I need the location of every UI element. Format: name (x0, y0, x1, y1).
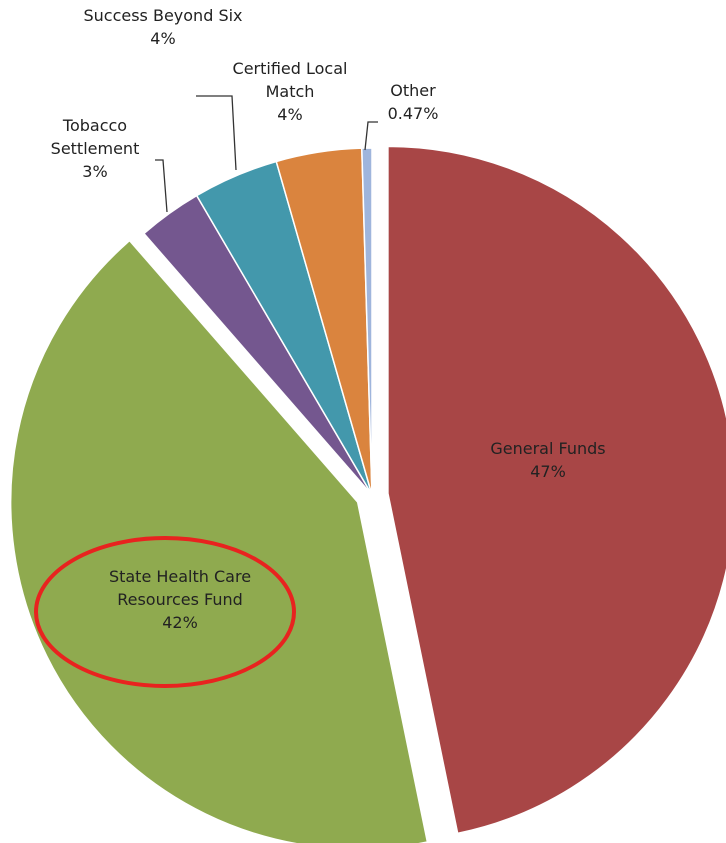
category-name: General Funds (490, 439, 606, 458)
value-label: 0.47% (387, 104, 439, 123)
value-label: 42% (162, 613, 198, 632)
value-label: 4% (277, 105, 303, 124)
value-label: 4% (150, 29, 176, 48)
category-name: Tobacco Settlement (50, 116, 140, 158)
value-label: 47% (530, 462, 566, 481)
leader-line (155, 159, 168, 213)
slice-label: Success Beyond Six 4% (83, 4, 243, 50)
pie-slice (9, 239, 429, 843)
leader-line (364, 121, 378, 151)
leader-lines (155, 95, 378, 213)
category-name: Success Beyond Six (83, 6, 243, 25)
slice-label: Other 0.47% (373, 79, 453, 125)
category-name: State Health Care Resources Fund (108, 567, 252, 609)
slice-label: Certified Local Match 4% (220, 57, 360, 126)
pie-slice (361, 147, 373, 496)
category-name: Other (390, 81, 436, 100)
slice-label: General Funds 47% (448, 437, 648, 483)
value-label: 3% (82, 162, 108, 181)
slice-label: Tobacco Settlement 3% (35, 114, 155, 183)
leader-line (196, 95, 237, 171)
pie-slice (387, 145, 726, 835)
category-name: Certified Local Match (232, 59, 348, 101)
highlight-ellipse (34, 536, 296, 688)
slice-label: State Health Care Resources Fund 42% (80, 565, 280, 634)
slices (9, 145, 726, 843)
